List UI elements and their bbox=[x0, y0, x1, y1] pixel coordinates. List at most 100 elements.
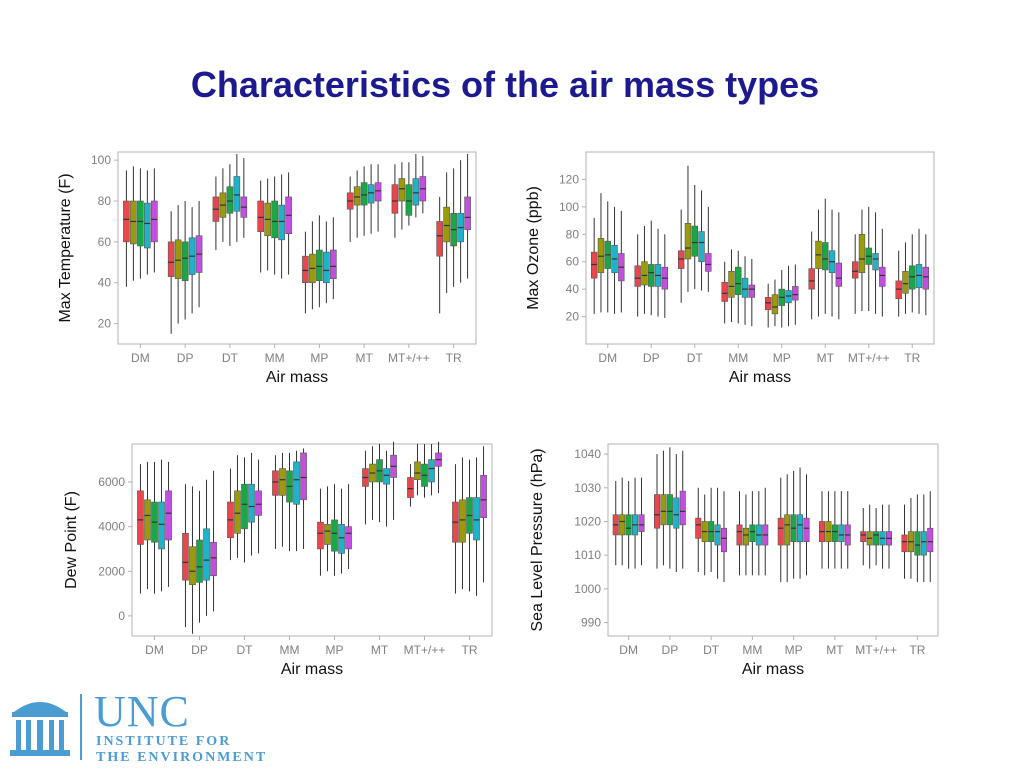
box-body bbox=[691, 225, 698, 257]
max-ozone-boxplot: 20 40 60 80 100 120 DM DP DT MM MP MT MT+/++ TR Air ma… bbox=[525, 151, 935, 386]
x-tick-label: MT bbox=[371, 643, 389, 657]
box-body bbox=[785, 290, 792, 304]
box-body bbox=[902, 271, 909, 294]
x-tick-label: MM bbox=[280, 643, 300, 657]
box-body bbox=[302, 255, 309, 284]
box-body bbox=[167, 241, 175, 277]
x-tick-label: DM bbox=[598, 351, 617, 365]
box-body bbox=[728, 271, 735, 298]
x-tick-label: MP bbox=[326, 643, 344, 657]
box-body bbox=[590, 251, 598, 279]
x-tick-label: DP bbox=[662, 643, 679, 657]
y-tick-label: 1020 bbox=[574, 514, 601, 528]
old-well-icon bbox=[10, 702, 70, 756]
box-body bbox=[619, 514, 626, 536]
box-body bbox=[677, 250, 685, 269]
box-body bbox=[920, 531, 927, 556]
box-body bbox=[684, 223, 692, 260]
box-body bbox=[331, 519, 338, 552]
y-axis-title: Sea Level Pressure (hPa) bbox=[529, 448, 546, 631]
x-tick-label: MT+/++ bbox=[388, 351, 430, 365]
box-body bbox=[345, 526, 352, 550]
x-tick-label: MM bbox=[265, 351, 285, 365]
box-body bbox=[459, 499, 466, 543]
x-tick-label: MT bbox=[826, 643, 844, 657]
y-axis-title: Max Temperature (F) bbox=[57, 173, 74, 322]
x-tick-label: TR bbox=[909, 643, 925, 657]
box-body bbox=[279, 468, 286, 496]
box-body bbox=[741, 277, 749, 298]
box-body bbox=[742, 527, 749, 546]
box-body bbox=[835, 262, 843, 287]
x-tick-label: MP bbox=[773, 351, 791, 365]
y-tick-label: 1030 bbox=[574, 481, 601, 495]
box-body bbox=[443, 206, 450, 243]
unc-logo: UNC INSTITUTE FOR THE ENVIRONMENT bbox=[8, 687, 278, 766]
max-ozone-boxplot-panel: 20 40 60 80 100 120 DM DP DT MM MP MT MT+/++ TR Air ma… bbox=[522, 144, 942, 396]
box-body bbox=[464, 196, 471, 230]
box-body bbox=[695, 517, 702, 539]
box-body bbox=[158, 501, 165, 550]
box-body bbox=[405, 184, 413, 216]
x-tick-label: MT+/++ bbox=[855, 643, 897, 657]
box-body bbox=[625, 514, 632, 536]
box-body bbox=[922, 266, 930, 290]
box-body bbox=[271, 200, 278, 239]
x-tick-label: DT bbox=[237, 643, 254, 657]
box-body bbox=[797, 514, 804, 542]
x-tick-label: TR bbox=[462, 643, 478, 657]
box-body bbox=[749, 524, 756, 542]
logo-separator bbox=[80, 694, 82, 760]
y-axis-title: Max Ozone (ppb) bbox=[525, 186, 542, 310]
box-body bbox=[673, 497, 680, 529]
x-tick-label: DM bbox=[619, 643, 638, 657]
sea-level-pressure-boxplot: 990 1000 1010 1020 1030 1040 DM DP DT MM MP MT MT+/+… bbox=[529, 443, 939, 678]
box-body bbox=[226, 186, 234, 214]
x-tick-label: MT+/++ bbox=[404, 643, 446, 657]
box-body bbox=[144, 499, 151, 541]
box-body bbox=[272, 470, 279, 496]
box-body bbox=[196, 539, 203, 583]
box-body bbox=[330, 249, 337, 279]
x-tick-label: TR bbox=[446, 351, 462, 365]
box-body bbox=[398, 178, 406, 202]
box-body bbox=[233, 176, 241, 212]
box-body bbox=[130, 200, 137, 245]
box-body bbox=[831, 524, 838, 542]
x-tick-label: DT bbox=[222, 351, 239, 365]
box-body bbox=[151, 200, 158, 243]
x-axis-title: Air mass bbox=[266, 369, 328, 386]
box-body bbox=[679, 490, 686, 526]
box-body bbox=[851, 261, 859, 279]
box-body bbox=[698, 231, 705, 263]
box-body bbox=[777, 517, 784, 546]
box-body bbox=[210, 541, 217, 577]
x-axis-title: Air mass bbox=[281, 661, 343, 678]
box-body bbox=[144, 202, 151, 249]
logo-environment-text: THE ENVIRONMENT bbox=[96, 750, 268, 765]
x-axis-title: Air mass bbox=[729, 369, 791, 386]
y-axis-title: Dew Point (F) bbox=[63, 491, 80, 589]
box-body bbox=[634, 265, 641, 287]
x-tick-label: MP bbox=[310, 351, 328, 365]
box-body bbox=[838, 524, 845, 542]
box-body bbox=[735, 266, 742, 295]
box-body bbox=[428, 459, 435, 483]
box-body bbox=[705, 253, 712, 272]
x-tick-label: MM bbox=[742, 643, 762, 657]
slide-title: Characteristics of the air mass types bbox=[190, 64, 820, 105]
sea-level-pressure-boxplot-panel: 990 1000 1010 1020 1030 1040 DM DP DT MM MP MT MT+/+… bbox=[526, 436, 946, 688]
x-tick-label: MT bbox=[817, 351, 835, 365]
box-body bbox=[414, 461, 421, 481]
box-body bbox=[792, 286, 799, 301]
dew-point-boxplot: 0 2000 4000 6000 DM DP DT MM MP MT MT+/++ TR Air mas… bbox=[63, 441, 493, 678]
x-tick-label: TR bbox=[904, 351, 920, 365]
box-body bbox=[660, 494, 667, 526]
y-tick-label: 0 bbox=[118, 609, 125, 623]
box-body bbox=[181, 241, 189, 281]
x-tick-label: MT bbox=[355, 351, 373, 365]
box-body bbox=[257, 200, 264, 232]
box-body bbox=[338, 524, 345, 554]
x-tick-label: DM bbox=[145, 643, 164, 657]
box-body bbox=[300, 452, 307, 501]
